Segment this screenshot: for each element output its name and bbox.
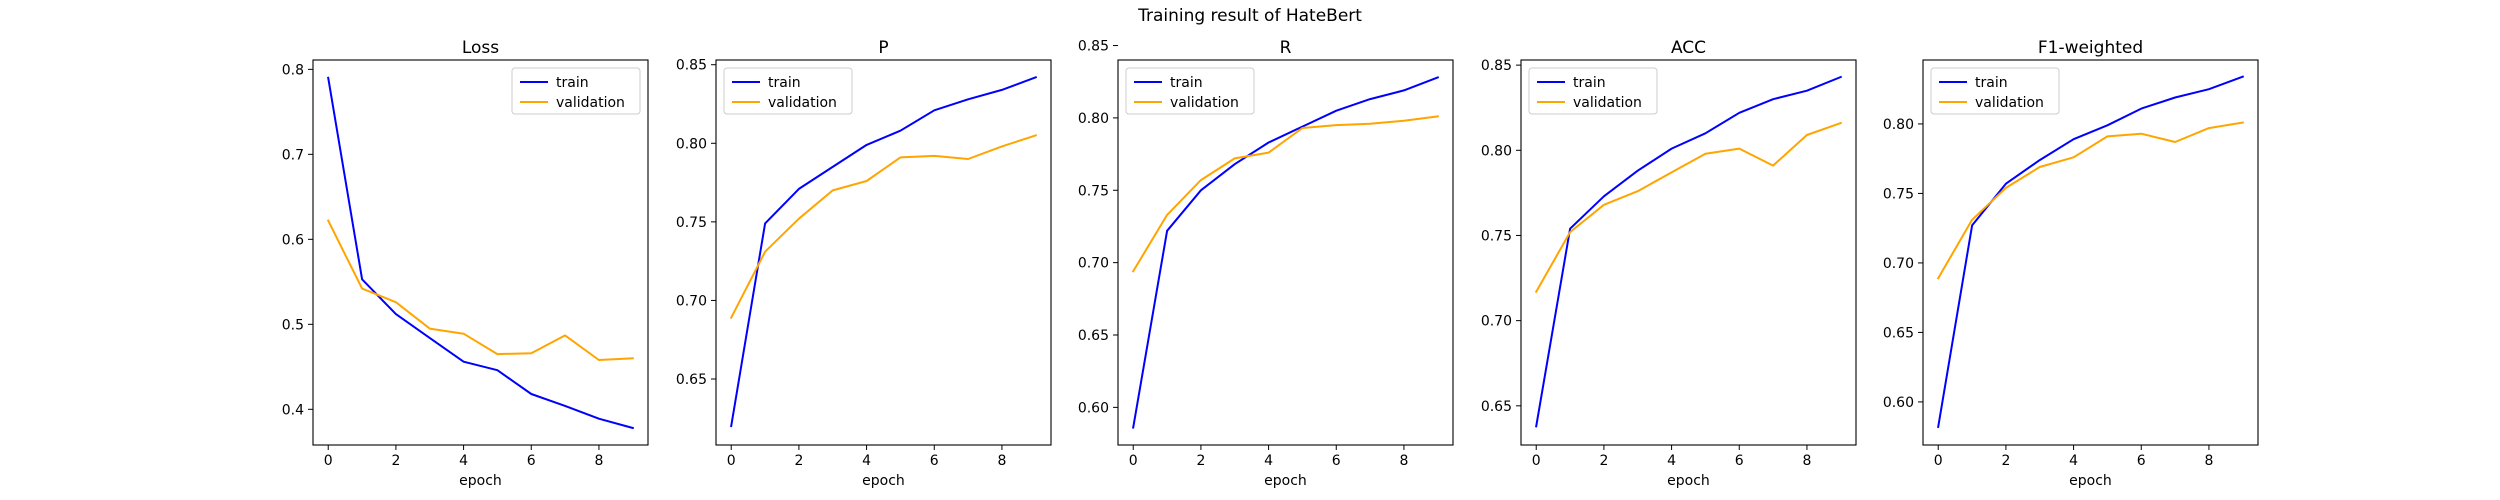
y-tick-label: 0.8 xyxy=(282,62,304,78)
x-tick-label: 6 xyxy=(930,453,939,469)
x-axis-label: epoch xyxy=(459,473,502,489)
chart-panel-1: Loss 0 2 4 6 8 0.4 0.5 0.6 0.7 0.8 epoch train valida… xyxy=(282,38,649,489)
series-line-train xyxy=(730,76,1038,428)
series-line-validation xyxy=(326,219,634,361)
y-tick-label: 0.80 xyxy=(1078,111,1109,127)
x-tick-label: 6 xyxy=(1332,453,1341,469)
x-tick-label: 0 xyxy=(324,453,333,469)
legend-label-train: train xyxy=(1975,75,2008,91)
chart-panel-4: ACC 0 2 4 6 8 0.65 0.70 0.75 0.80 0.85 epoch train va… xyxy=(1481,38,1857,489)
y-tick-label: 0.60 xyxy=(1078,400,1109,416)
y-tick-label: 0.65 xyxy=(1883,325,1914,341)
x-axis-label: epoch xyxy=(1264,473,1307,489)
y-tick-label: 0.7 xyxy=(282,147,304,163)
x-tick-label: 2 xyxy=(1599,453,1608,469)
chart-panel-3: R 0 2 4 6 8 0.60 0.65 0.70 0.75 0.80 0.85 epoch train… xyxy=(1078,38,1454,489)
x-tick-label: 4 xyxy=(1667,453,1676,469)
chart-title: F1-weighted xyxy=(2038,38,2143,58)
axes-frame xyxy=(312,59,649,446)
series-line-train xyxy=(327,76,635,430)
x-tick-label: 8 xyxy=(594,453,603,469)
y-tick-label: 0.5 xyxy=(282,317,304,333)
y-tick-label: 0.75 xyxy=(1481,228,1512,244)
y-tick-label: 0.65 xyxy=(1481,399,1512,415)
x-tick-label: 6 xyxy=(1735,453,1744,469)
y-tick-label: 0.85 xyxy=(676,58,707,74)
series-line-train xyxy=(1937,75,2245,429)
legend-label-validation: validation xyxy=(768,95,837,111)
chart-panel-2: P 0 2 4 6 8 0.65 0.70 0.75 0.80 0.85 epoch train vali… xyxy=(676,38,1052,489)
legend: train validation xyxy=(1125,67,1255,115)
x-tick-label: 6 xyxy=(527,453,536,469)
x-tick-label: 2 xyxy=(1196,453,1205,469)
x-tick-label: 4 xyxy=(1264,453,1273,469)
x-tick-label: 8 xyxy=(1802,453,1811,469)
x-tick-label: 0 xyxy=(1532,453,1541,469)
series-line-train xyxy=(1132,76,1440,429)
x-axis-label: epoch xyxy=(862,473,905,489)
chart-title: R xyxy=(1280,38,1292,58)
y-tick-label: 0.70 xyxy=(676,293,707,309)
x-tick-label: 8 xyxy=(2204,453,2213,469)
y-tick-label: 0.65 xyxy=(676,372,707,388)
series-line-validation xyxy=(1534,121,1843,294)
x-tick-label: 4 xyxy=(459,453,468,469)
y-tick-label: 0.80 xyxy=(1883,117,1914,133)
x-tick-label: 0 xyxy=(727,453,736,469)
series-line-train xyxy=(1535,75,1843,428)
chart-title: ACC xyxy=(1671,38,1706,58)
x-tick-label: 2 xyxy=(2001,453,2010,469)
x-tick-label: 8 xyxy=(1399,453,1408,469)
x-tick-label: 2 xyxy=(794,453,803,469)
y-tick-label: 0.75 xyxy=(676,215,707,231)
y-tick-label: 0.70 xyxy=(1078,256,1109,272)
x-tick-label: 0 xyxy=(1934,453,1943,469)
legend: train validation xyxy=(723,67,853,115)
legend: train validation xyxy=(1930,67,2060,115)
legend-label-validation: validation xyxy=(1170,95,1239,111)
y-tick-label: 0.80 xyxy=(1481,143,1512,159)
x-tick-label: 0 xyxy=(1129,453,1138,469)
figure-title: Training result of HateBert xyxy=(1138,6,1362,26)
legend: train validation xyxy=(511,67,641,115)
y-tick-label: 0.70 xyxy=(1481,314,1512,330)
y-tick-label: 0.60 xyxy=(1883,395,1914,411)
chart-title: P xyxy=(878,38,888,58)
y-tick-label: 0.4 xyxy=(282,402,304,418)
y-tick-label: 0.6 xyxy=(282,232,304,248)
x-tick-label: 4 xyxy=(2069,453,2078,469)
axes-frame xyxy=(1922,59,2259,446)
x-tick-label: 8 xyxy=(997,453,1006,469)
legend-label-train: train xyxy=(1573,75,1606,91)
axes-frame xyxy=(715,59,1052,446)
legend-label-train: train xyxy=(556,75,589,91)
axes-frame xyxy=(1117,59,1454,446)
x-tick-label: 6 xyxy=(2137,453,2146,469)
y-tick-label: 0.75 xyxy=(1078,183,1109,199)
y-tick-label: 0.70 xyxy=(1883,256,1914,272)
legend-label-validation: validation xyxy=(1975,95,2044,111)
chart-panel-5: F1-weighted 0 2 4 6 8 0.60 0.65 0.70 0.75 0.80 epoc… xyxy=(1883,38,2259,489)
legend-label-validation: validation xyxy=(556,95,625,111)
y-tick-label: 0.85 xyxy=(1078,39,1109,55)
x-axis-label: epoch xyxy=(1667,473,1710,489)
legend: train validation xyxy=(1528,67,1658,115)
legend-label-train: train xyxy=(1170,75,1203,91)
y-tick-label: 0.80 xyxy=(676,136,707,152)
x-tick-label: 2 xyxy=(391,453,400,469)
legend-label-train: train xyxy=(768,75,801,91)
series-line-validation xyxy=(1131,115,1439,273)
series-line-validation xyxy=(1936,121,2244,280)
axes-frame xyxy=(1520,59,1857,446)
y-tick-label: 0.85 xyxy=(1481,58,1512,74)
x-axis-label: epoch xyxy=(2069,473,2112,489)
series-line-validation xyxy=(729,134,1038,320)
x-tick-label: 4 xyxy=(862,453,871,469)
chart-title: Loss xyxy=(462,38,499,58)
y-tick-label: 0.65 xyxy=(1078,328,1109,344)
legend-label-validation: validation xyxy=(1573,95,1642,111)
y-tick-label: 0.75 xyxy=(1883,186,1914,202)
